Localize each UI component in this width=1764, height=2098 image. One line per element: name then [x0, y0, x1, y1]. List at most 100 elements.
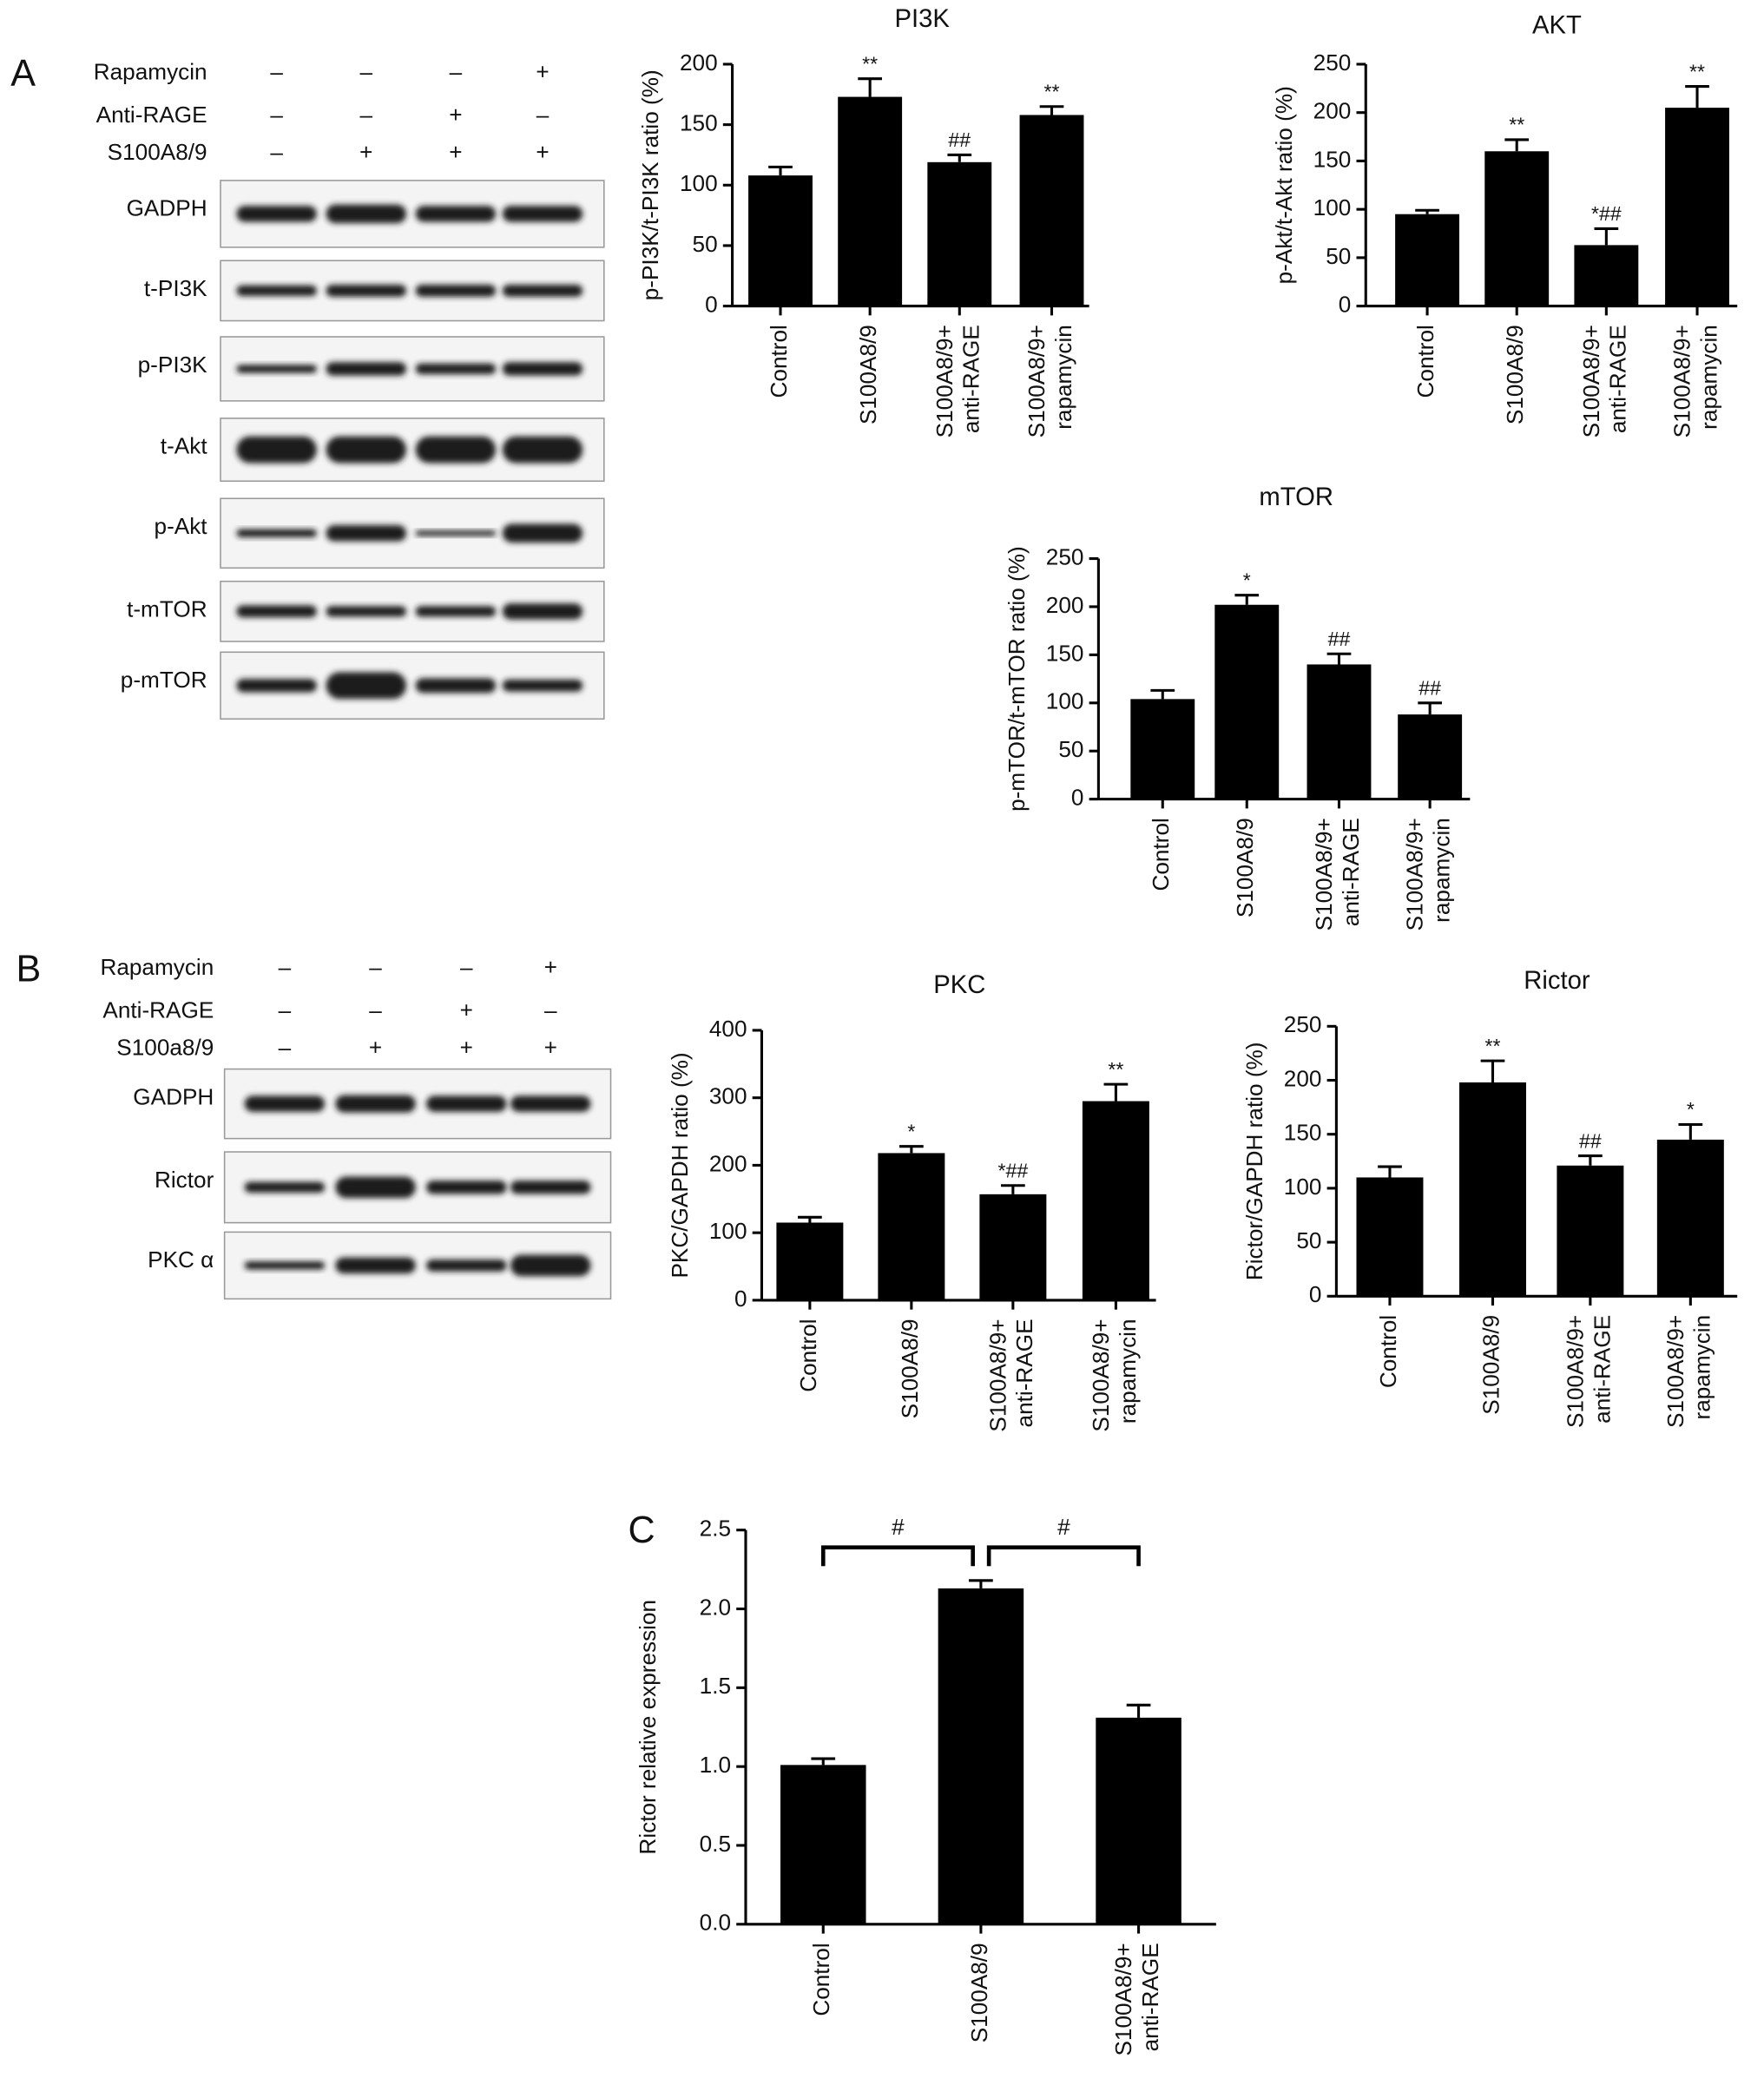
- error-bar: [1504, 138, 1530, 152]
- y-tick-label: 200: [1284, 1065, 1322, 1091]
- significance-label: **: [1485, 1035, 1501, 1057]
- error-bar: [1326, 652, 1352, 665]
- blot-label: GADPH: [127, 195, 207, 221]
- bar: [1574, 245, 1639, 306]
- blot-band: [502, 679, 583, 692]
- y-tick-label: 100: [709, 1218, 747, 1244]
- x-tick-label: S100A8/9: [1478, 1315, 1504, 1415]
- blot-band: [326, 362, 406, 376]
- blot-label: p-Akt: [155, 513, 208, 539]
- error-bar: [811, 1757, 836, 1766]
- significance-label: *##: [998, 1159, 1029, 1181]
- error-bar: [798, 1215, 822, 1223]
- error-bar: [1234, 594, 1260, 605]
- error-bar: [1578, 1154, 1603, 1166]
- y-tick-label: 150: [1284, 1120, 1322, 1146]
- blot-band: [244, 1181, 326, 1193]
- bar: [1214, 604, 1280, 799]
- error-bar: [768, 165, 793, 176]
- bar: [938, 1588, 1024, 1924]
- significance-label: ##: [1418, 676, 1441, 699]
- chart-title: Rictor: [1524, 967, 1590, 995]
- treatment-sign: +: [544, 1034, 557, 1060]
- error-bar: [1480, 1059, 1505, 1083]
- y-tick-label: 200: [1313, 98, 1352, 124]
- treatment-sign: +: [544, 954, 557, 980]
- blot-band: [236, 529, 317, 537]
- significance-label: *: [907, 1120, 915, 1142]
- comparison-bracket: [820, 1545, 975, 1567]
- blot-band: [236, 285, 317, 297]
- treatment-sign: +: [536, 59, 549, 85]
- y-tick-label: 200: [680, 49, 718, 76]
- bar: [1656, 1139, 1724, 1297]
- treatment-sign: –: [544, 996, 557, 1023]
- y-tick-label: 1.5: [700, 1673, 731, 1699]
- y-tick-label: 250: [1046, 543, 1084, 569]
- blot-band: [415, 678, 497, 694]
- y-tick-label: 100: [680, 170, 718, 196]
- bar: [1307, 664, 1372, 799]
- blot-label: t-PI3K: [144, 275, 207, 301]
- blot-label: t-mTOR: [127, 595, 207, 622]
- blot-band: [335, 1257, 416, 1274]
- x-tick-label: S100A8/9+anti-RAGE: [1578, 325, 1631, 437]
- y-tick-label: 250: [1284, 1011, 1322, 1037]
- significance-label: *: [1243, 569, 1251, 591]
- x-tick-label: S100A8/9+anti-RAGE: [1110, 1943, 1163, 2055]
- y-tick-label: 50: [1058, 736, 1083, 762]
- chart-title: mTOR: [1259, 483, 1333, 511]
- blot-band: [244, 1095, 326, 1112]
- blot-band: [502, 603, 583, 620]
- treatment-sign: –: [369, 996, 382, 1023]
- blot-band: [415, 363, 497, 375]
- x-tick-label: S100A8/9+rapamycin: [1024, 325, 1076, 437]
- panel-label: C: [629, 1509, 655, 1551]
- y-tick-label: 1.0: [700, 1752, 731, 1778]
- blot-band: [326, 606, 406, 617]
- blot-band: [335, 1095, 416, 1113]
- y-tick-label: 100: [1046, 688, 1084, 714]
- blot-band: [415, 436, 497, 464]
- comparison-label: #: [892, 1514, 905, 1540]
- bar: [878, 1153, 945, 1300]
- y-tick-label: 0: [1339, 292, 1352, 318]
- y-tick-label: 100: [1284, 1174, 1322, 1200]
- treatment-label: Rapamycin: [100, 954, 214, 980]
- treatment-sign: –: [536, 102, 550, 128]
- blot-band: [236, 206, 317, 222]
- comparison-label: #: [1057, 1514, 1070, 1540]
- treatment-sign: +: [536, 139, 549, 165]
- y-axis-label: p-mTOR/t-mTOR ratio (%): [1004, 546, 1030, 812]
- bar: [1130, 699, 1195, 799]
- y-tick-label: 50: [693, 231, 718, 257]
- blot-band: [426, 1095, 507, 1112]
- treatment-sign: –: [460, 954, 473, 980]
- blot-band: [244, 1261, 326, 1270]
- bar: [927, 161, 992, 306]
- panel-label: B: [16, 949, 41, 990]
- x-tick-label: Control: [766, 325, 792, 398]
- x-tick-label: S100A8/9: [1502, 325, 1528, 424]
- chart-title: PKC: [933, 971, 985, 999]
- error-bar: [1678, 1122, 1703, 1140]
- error-bar: [899, 1145, 924, 1154]
- blot-band: [335, 1176, 416, 1199]
- significance-label: *##: [1591, 202, 1622, 225]
- error-bar: [969, 1579, 993, 1588]
- x-tick-label: S100A8/9+anti-RAGE: [931, 325, 984, 437]
- x-tick-label: S100A8/9+anti-RAGE: [984, 1319, 1037, 1431]
- blot-band: [510, 1095, 591, 1112]
- chart-title: AKT: [1532, 12, 1582, 40]
- treatment-label: Rapamycin: [94, 59, 207, 85]
- blot-band: [236, 605, 317, 618]
- significance-label: **: [1689, 60, 1705, 82]
- bar: [838, 96, 903, 306]
- panel-label: A: [10, 53, 36, 95]
- y-tick-label: 0.0: [700, 1910, 731, 1936]
- x-tick-label: Control: [1375, 1315, 1401, 1388]
- x-tick-label: Control: [795, 1319, 821, 1391]
- blot-label: Rictor: [155, 1167, 214, 1193]
- blot-band: [426, 1259, 507, 1272]
